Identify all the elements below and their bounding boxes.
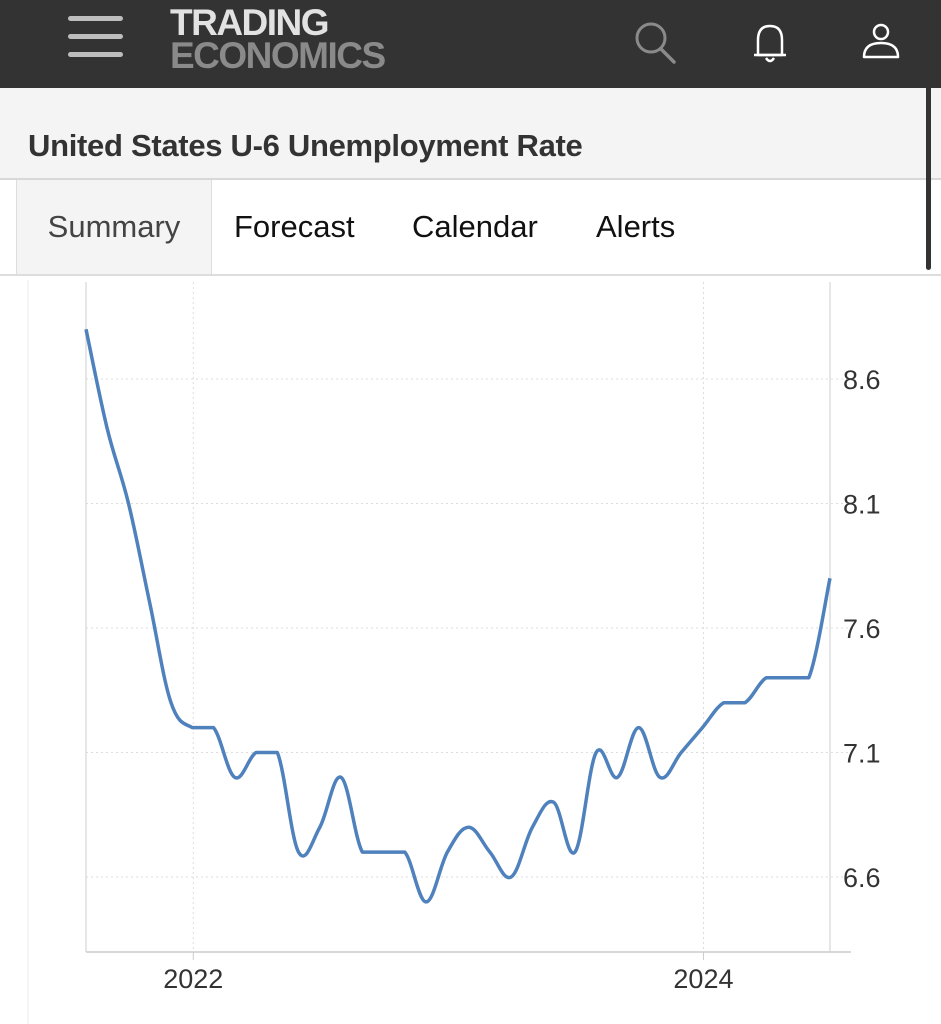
data-point-2024-01 — [700, 726, 704, 730]
data-point-2021-08 — [84, 327, 88, 331]
y-tick-label: 8.1 — [843, 490, 881, 520]
y-tick-label: 7.1 — [843, 739, 881, 769]
data-point-2024-07 — [828, 576, 832, 580]
data-point-2023-04 — [509, 875, 513, 879]
x-tick-label: 2022 — [163, 964, 223, 994]
data-point-2021-10 — [127, 502, 131, 506]
data-point-2023-12 — [679, 751, 683, 755]
data-point-2022-05 — [275, 751, 279, 755]
data-point-2023-03 — [488, 850, 492, 854]
line-chart: 6.6 7.1 7.6 8.1 8.6 2022 2024 — [27, 280, 881, 1024]
data-point-2024-05 — [785, 676, 789, 680]
top-bar: TRADING ECONOMICS — [0, 0, 941, 88]
data-point-2022-04 — [254, 751, 258, 755]
logo-line1: TRADING — [170, 2, 330, 43]
data-point-2021-11 — [148, 601, 152, 605]
data-point-2022-10 — [382, 850, 386, 854]
data-point-2022-09 — [360, 850, 364, 854]
data-point-2021-12 — [169, 701, 173, 705]
menu-icon[interactable] — [68, 16, 124, 58]
y-tick-label: 6.6 — [843, 863, 881, 893]
data-point-2023-10 — [637, 726, 641, 730]
scrollbar[interactable] — [926, 52, 931, 270]
tab-alerts[interactable]: Alerts — [596, 209, 676, 244]
logo-line2: ECONOMICS — [170, 35, 386, 76]
data-point-2024-03 — [743, 701, 747, 705]
data-point-2022-02 — [212, 726, 216, 730]
data-point-2023-02 — [467, 825, 471, 829]
tab-summary[interactable]: Summary — [16, 180, 212, 274]
x-tick-label: 2024 — [673, 964, 733, 994]
data-point-2024-04 — [764, 676, 768, 680]
bell-icon[interactable] — [745, 18, 795, 68]
y-tick-label: 7.6 — [843, 614, 881, 644]
data-point-2022-11 — [403, 850, 407, 854]
data-point-2023-01 — [445, 850, 449, 854]
data-point-2023-07 — [573, 850, 577, 854]
search-icon[interactable] — [630, 18, 680, 68]
data-point-2022-08 — [339, 775, 343, 779]
series-line — [84, 328, 832, 904]
data-point-2023-06 — [552, 800, 556, 804]
tab-forecast[interactable]: Forecast — [234, 209, 355, 244]
data-point-2023-08 — [594, 751, 598, 755]
data-point-2023-09 — [615, 775, 619, 779]
data-point-2022-06 — [297, 850, 301, 854]
data-point-2024-06 — [807, 676, 811, 680]
title-bar: United States U-6 Unemployment Rate — [0, 88, 941, 180]
page-title: United States U-6 Unemployment Rate — [28, 128, 583, 163]
data-point-2022-12 — [424, 900, 428, 904]
tab-calendar[interactable]: Calendar — [412, 209, 538, 244]
y-tick-label: 8.6 — [843, 365, 881, 395]
data-point-2022-01 — [190, 726, 194, 730]
data-point-2023-05 — [530, 825, 534, 829]
data-point-2022-03 — [233, 775, 237, 779]
logo[interactable]: TRADING ECONOMICS — [170, 2, 386, 76]
data-point-2022-07 — [318, 825, 322, 829]
data-point-2023-11 — [658, 775, 662, 779]
data-point-2024-02 — [722, 701, 726, 705]
user-icon[interactable] — [856, 18, 906, 68]
data-point-2021-09 — [105, 427, 109, 431]
tab-bar: Summary Forecast Calendar Alerts — [0, 180, 941, 276]
